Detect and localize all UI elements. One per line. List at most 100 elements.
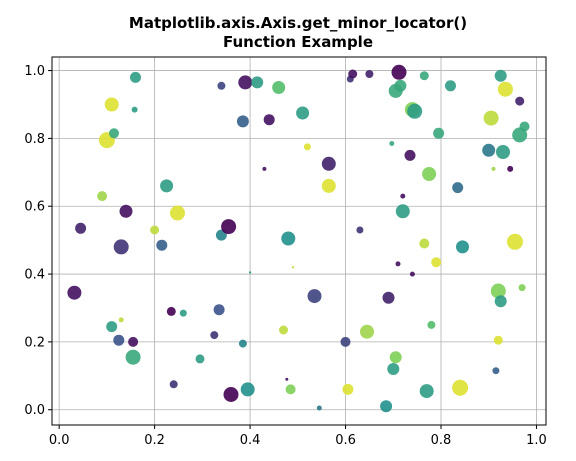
- scatter-point: [285, 384, 296, 395]
- scatter-point: [130, 71, 141, 83]
- chart-title-line1: Matplotlib.axis.Axis.get_minor_locator(): [129, 14, 467, 32]
- scatter-point: [395, 261, 401, 267]
- scatter-point: [389, 351, 402, 364]
- scatter-point: [387, 363, 400, 375]
- scatter-point: [221, 219, 237, 235]
- scatter-point: [307, 289, 322, 304]
- scatter-point: [263, 114, 275, 126]
- scatter-point: [497, 81, 513, 97]
- scatter-point: [409, 271, 415, 277]
- scatter-point: [169, 380, 178, 389]
- scatter-point: [445, 80, 456, 92]
- scatter-point: [128, 336, 139, 347]
- scatter-point: [236, 115, 249, 128]
- scatter-point: [125, 349, 141, 365]
- scatter-point: [419, 384, 434, 399]
- scatter-point: [303, 143, 311, 151]
- scatter-point: [213, 304, 225, 316]
- scatter-point: [391, 64, 407, 80]
- scatter-point: [240, 382, 255, 397]
- scatter-point: [150, 225, 160, 235]
- y-tick-label: 1.0: [24, 64, 45, 79]
- scatter-point: [340, 336, 351, 347]
- scatter-point: [210, 331, 219, 340]
- scatter-point: [109, 128, 119, 139]
- scatter-point: [515, 96, 525, 106]
- scatter-point: [356, 226, 364, 234]
- scatter-point: [248, 271, 252, 274]
- scatter-point: [419, 71, 429, 81]
- scatter-point: [238, 339, 247, 348]
- scatter-point: [97, 191, 108, 202]
- scatter-point: [170, 205, 185, 221]
- scatter-point: [104, 97, 119, 112]
- scatter-point: [119, 204, 133, 218]
- scatter-point: [279, 325, 288, 335]
- chart-title-line2: Function Example: [223, 33, 373, 51]
- scatter-point: [492, 367, 500, 375]
- scatter-point: [251, 76, 264, 89]
- scatter-point: [291, 266, 295, 269]
- axes-frame: [51, 56, 547, 426]
- y-tick-label: 0.8: [24, 132, 45, 147]
- scatter-point: [419, 238, 430, 249]
- scatter-point: [113, 334, 125, 346]
- scatter-point: [407, 103, 423, 119]
- y-axis-ticks: 0.0 0.2 0.4 0.6 0.8 1.0: [24, 64, 52, 418]
- scatter-point: [75, 222, 87, 234]
- scatter-point: [106, 321, 118, 333]
- scatter-point: [394, 79, 407, 92]
- y-tick-label: 0.0: [24, 403, 45, 418]
- scatter-point: [281, 231, 296, 246]
- scatter-point: [491, 166, 496, 171]
- scatter-point: [156, 239, 168, 251]
- scatter-point: [285, 377, 289, 381]
- scatter-point: [316, 405, 322, 411]
- scatter-point: [382, 291, 395, 304]
- scatter-point: [431, 257, 442, 268]
- scatter-point: [493, 335, 503, 345]
- scatter-point: [131, 106, 138, 113]
- scatter-points: [67, 64, 530, 413]
- scatter-point: [490, 283, 506, 299]
- scatter-point: [400, 193, 406, 199]
- scatter-point: [452, 182, 464, 194]
- scatter-point: [262, 166, 267, 171]
- x-tick-label: 0.4: [240, 433, 261, 448]
- scatter-point: [507, 165, 514, 172]
- y-tick-label: 0.4: [24, 268, 45, 283]
- scatter-point: [217, 81, 226, 90]
- scatter-point: [179, 309, 187, 317]
- scatter-point: [160, 179, 174, 193]
- x-tick-label: 0.2: [144, 433, 165, 448]
- scatter-point: [482, 143, 496, 157]
- scatter-point: [118, 317, 124, 323]
- scatter-point: [433, 127, 445, 139]
- scatter-point: [518, 284, 526, 292]
- scatter-point: [296, 106, 310, 120]
- x-tick-label: 0.0: [49, 433, 70, 448]
- scatter-point: [494, 69, 507, 82]
- scatter-point: [507, 233, 523, 250]
- scatter-point: [272, 81, 286, 94]
- x-tick-label: 1.0: [526, 433, 547, 448]
- scatter-point: [404, 149, 416, 161]
- scatter-point: [389, 141, 395, 146]
- scatter-point: [422, 167, 437, 181]
- scatter-point: [519, 121, 530, 132]
- scatter-point: [427, 320, 436, 329]
- y-tick-label: 0.6: [24, 200, 45, 215]
- x-axis-ticks: 0.0 0.2 0.4 0.6 0.8 1.0: [49, 425, 547, 448]
- x-tick-label: 0.6: [335, 433, 356, 448]
- scatter-point: [321, 178, 336, 193]
- scatter-point: [67, 285, 82, 300]
- scatter-point: [380, 400, 393, 413]
- scatter-point: [238, 75, 253, 90]
- scatter-point: [452, 379, 469, 396]
- y-tick-label: 0.2: [24, 335, 45, 350]
- scatter-point: [223, 387, 239, 402]
- scatter-point: [342, 383, 354, 395]
- scatter-point: [483, 110, 499, 126]
- scatter-point: [496, 145, 510, 159]
